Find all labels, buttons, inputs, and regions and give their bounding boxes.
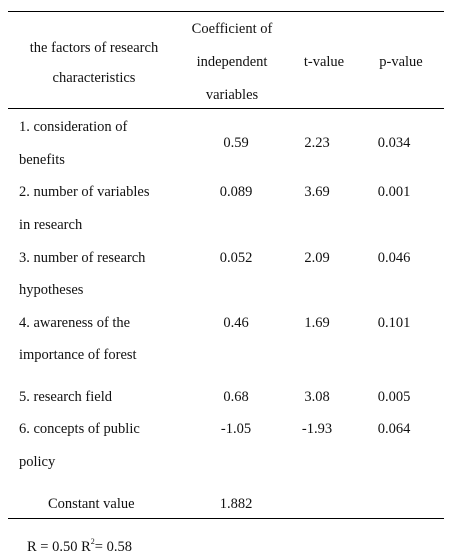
p-value-cell: 0.046 <box>377 250 411 266</box>
p-value-cell: 0.064 <box>377 421 411 437</box>
table-bottom-rule <box>8 518 444 519</box>
factor-label-line1: 1. consideration of <box>19 119 128 135</box>
t-value-cell: 2.09 <box>304 250 330 266</box>
factor-label-line1: 4. awareness of the <box>19 315 131 331</box>
coefficient-cell: -1.05 <box>220 421 252 437</box>
model-fit-note: R = 0.50 R2= 0.58 <box>27 537 132 555</box>
header-coefficient-line1: Coefficient of <box>191 21 273 37</box>
p-value-cell: 0.101 <box>377 315 411 331</box>
r-squared-superscript: 2 <box>90 537 95 546</box>
factor-label-line2: policy <box>19 454 56 470</box>
factor-label-line2: importance of forest <box>19 347 137 363</box>
factor-label-line1: 6. concepts of public <box>19 421 140 437</box>
header-coefficient-line3: variables <box>205 87 259 103</box>
t-value-cell: 3.69 <box>304 184 330 200</box>
header-coefficient-line2: independent <box>196 54 268 70</box>
t-value-cell: 2.23 <box>304 135 330 151</box>
r-value-text: R = 0.50 R <box>27 539 91 555</box>
table-header-rule <box>8 108 444 109</box>
header-factors-line1: the factors of research <box>29 40 159 56</box>
factor-label-line2: benefits <box>19 152 65 168</box>
t-value-cell: 1.69 <box>304 315 330 331</box>
factor-label-line2: in research <box>19 217 83 233</box>
coefficient-cell: 0.68 <box>223 389 249 405</box>
p-value-cell: 0.034 <box>377 135 411 151</box>
header-p-value: p-value <box>379 54 423 70</box>
t-value-cell: -1.93 <box>301 421 333 437</box>
p-value-cell: 0.005 <box>377 389 411 405</box>
constant-coefficient: 1.882 <box>219 496 253 512</box>
t-value-cell: 3.08 <box>304 389 330 405</box>
coefficient-cell: 0.089 <box>219 184 253 200</box>
coefficient-cell: 0.052 <box>219 250 253 266</box>
table-top-rule <box>8 11 444 12</box>
r-squared-text: = 0.58 <box>94 539 132 555</box>
factor-label-line1: 5. research field <box>19 389 112 405</box>
factor-label-line1: 2. number of variables <box>19 184 150 200</box>
coefficient-cell: 0.46 <box>223 315 249 331</box>
factor-label-line1: 3. number of research <box>19 250 146 266</box>
header-t-value: t-value <box>303 54 345 70</box>
factor-label-line2: hypotheses <box>19 282 84 298</box>
p-value-cell: 0.001 <box>377 184 411 200</box>
constant-label: Constant value <box>48 496 135 512</box>
coefficient-cell: 0.59 <box>223 135 249 151</box>
header-factors-line2: characteristics <box>52 70 136 86</box>
